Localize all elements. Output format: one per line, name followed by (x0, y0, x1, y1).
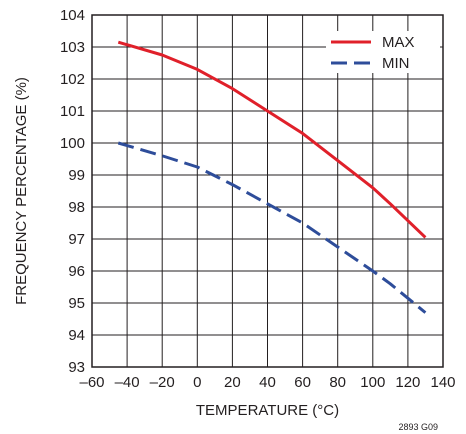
legend: MAX MIN (326, 31, 440, 73)
plot-frame (91, 14, 444, 368)
x-tick-label: 140 (430, 374, 455, 391)
legend-bg (326, 52, 440, 73)
y-tick-label: 95 (68, 295, 85, 312)
series-line-min (117, 141, 427, 314)
legend-label-min: MIN (382, 55, 410, 72)
x-tick-label: 0 (193, 374, 201, 391)
x-tick-label: –20 (150, 374, 175, 391)
tick-labels: –60 –40 –20 0 20 40 60 80 100 120 140 93 94 95 96 97 98 9… (60, 7, 456, 391)
y-tick-label: 98 (68, 199, 85, 216)
x-tick-label: 60 (294, 374, 311, 391)
x-axis-label: TEMPERATURE (°C) (196, 402, 339, 419)
y-tick-label: 93 (68, 359, 85, 376)
legend-label-max: MAX (382, 34, 415, 51)
x-tick-label: 80 (329, 374, 346, 391)
y-tick-label: 99 (68, 167, 85, 184)
y-tick-label: 102 (60, 71, 85, 88)
y-tick-label: 96 (68, 263, 85, 280)
series-line-max (117, 40, 427, 239)
x-tick-label: 100 (360, 374, 385, 391)
y-tick-label: 104 (60, 7, 85, 24)
y-tick-label: 103 (60, 39, 85, 56)
y-tick-label: 101 (60, 103, 85, 120)
x-tick-label: 120 (395, 374, 420, 391)
y-tick-label: 97 (68, 231, 85, 248)
y-tick-label: 94 (68, 327, 85, 344)
x-tick-label: 20 (224, 374, 241, 391)
series-layer (117, 40, 427, 314)
figure-id: 2893 G09 (398, 422, 438, 432)
y-axis-label: FREQUENCY PERCENTAGE (%) (13, 77, 30, 305)
x-tick-label: 40 (259, 374, 276, 391)
x-tick-label: –60 (79, 374, 104, 391)
y-tick-label: 100 (60, 135, 85, 152)
legend-bg (326, 31, 440, 52)
x-tick-label: –40 (115, 374, 140, 391)
